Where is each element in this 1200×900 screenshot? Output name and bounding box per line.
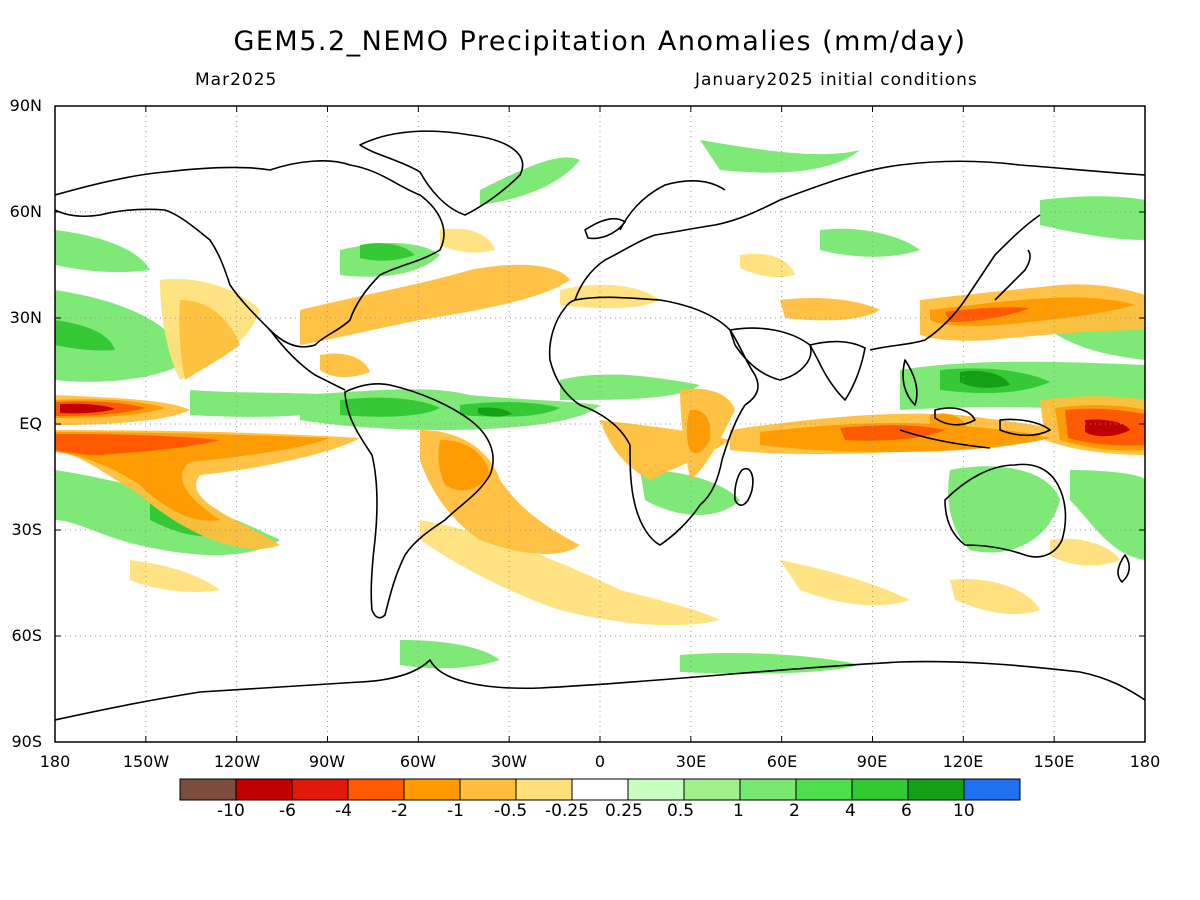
colorbar-swatch <box>795 778 853 801</box>
lat-label-90n: 90N <box>9 96 42 115</box>
colorbar-label: -6 <box>279 801 296 821</box>
valid-month: Mar2025 <box>195 70 278 90</box>
gridlines <box>55 106 1145 742</box>
coastlines <box>55 130 1145 721</box>
colorbar-swatch <box>851 778 909 801</box>
lon-label-60w: 60W <box>399 752 437 771</box>
colorbar-swatch <box>179 778 237 801</box>
colorbar-swatch <box>963 778 1021 801</box>
lon-label-150w: 150W <box>122 752 170 771</box>
chart-title: GEM5.2_NEMO Precipitation Anomalies (mm/… <box>233 26 967 57</box>
lon-label-150e: 150E <box>1033 752 1075 771</box>
anomaly-field <box>55 140 1145 674</box>
colorbar-label: 1 <box>733 801 744 821</box>
colorbar-label: 6 <box>901 801 912 821</box>
lat-label-60n: 60N <box>9 202 42 221</box>
lat-label-30s: 30S <box>11 520 42 539</box>
lon-label-60e: 60E <box>766 752 798 771</box>
colorbar-swatch <box>347 778 405 801</box>
colorbar-label: 10 <box>953 801 975 821</box>
colorbar-swatch <box>907 778 965 801</box>
initial-conditions: January2025 initial conditions <box>695 70 978 90</box>
colorbar-label: 4 <box>845 801 856 821</box>
lon-label-120w: 120W <box>213 752 261 771</box>
lon-label-120e: 120E <box>942 752 984 771</box>
lat-label-90s: 90S <box>11 732 42 751</box>
colorbar <box>179 778 1021 801</box>
colorbar-swatch <box>627 778 685 801</box>
colorbar-label: -2 <box>391 801 408 821</box>
lon-label-30w: 30W <box>490 752 528 771</box>
colorbar-swatch <box>571 778 629 801</box>
colorbar-swatch <box>683 778 741 801</box>
colorbar-swatch <box>515 778 573 801</box>
lon-label-180w: 180 <box>39 752 71 771</box>
colorbar-swatch <box>459 778 517 801</box>
colorbar-swatch <box>235 778 293 801</box>
colorbar-label: -0.5 <box>494 801 528 821</box>
colorbar-label: -1 <box>447 801 464 821</box>
lon-label-90e: 90E <box>856 752 888 771</box>
colorbar-label: -10 <box>217 801 245 821</box>
lat-label-60s: 60S <box>11 626 42 645</box>
axis-ticks <box>54 105 1146 743</box>
lon-label-180e: 180 <box>1129 752 1161 771</box>
colorbar-label: 0.5 <box>667 801 695 821</box>
colorbar-swatch <box>291 778 349 801</box>
colorbar-swatch <box>403 778 461 801</box>
colorbar-label: 2 <box>789 801 800 821</box>
colorbar-label: -0.25 <box>545 801 589 821</box>
lat-label-eq: EQ <box>19 414 42 433</box>
colorbar-label: 0.25 <box>605 801 643 821</box>
lon-label-90w: 90W <box>308 752 346 771</box>
lon-label-30e: 30E <box>675 752 707 771</box>
colorbar-swatch <box>739 778 797 801</box>
lat-label-30n: 30N <box>9 308 42 327</box>
lon-label-0: 0 <box>594 752 606 771</box>
colorbar-label: -4 <box>335 801 352 821</box>
